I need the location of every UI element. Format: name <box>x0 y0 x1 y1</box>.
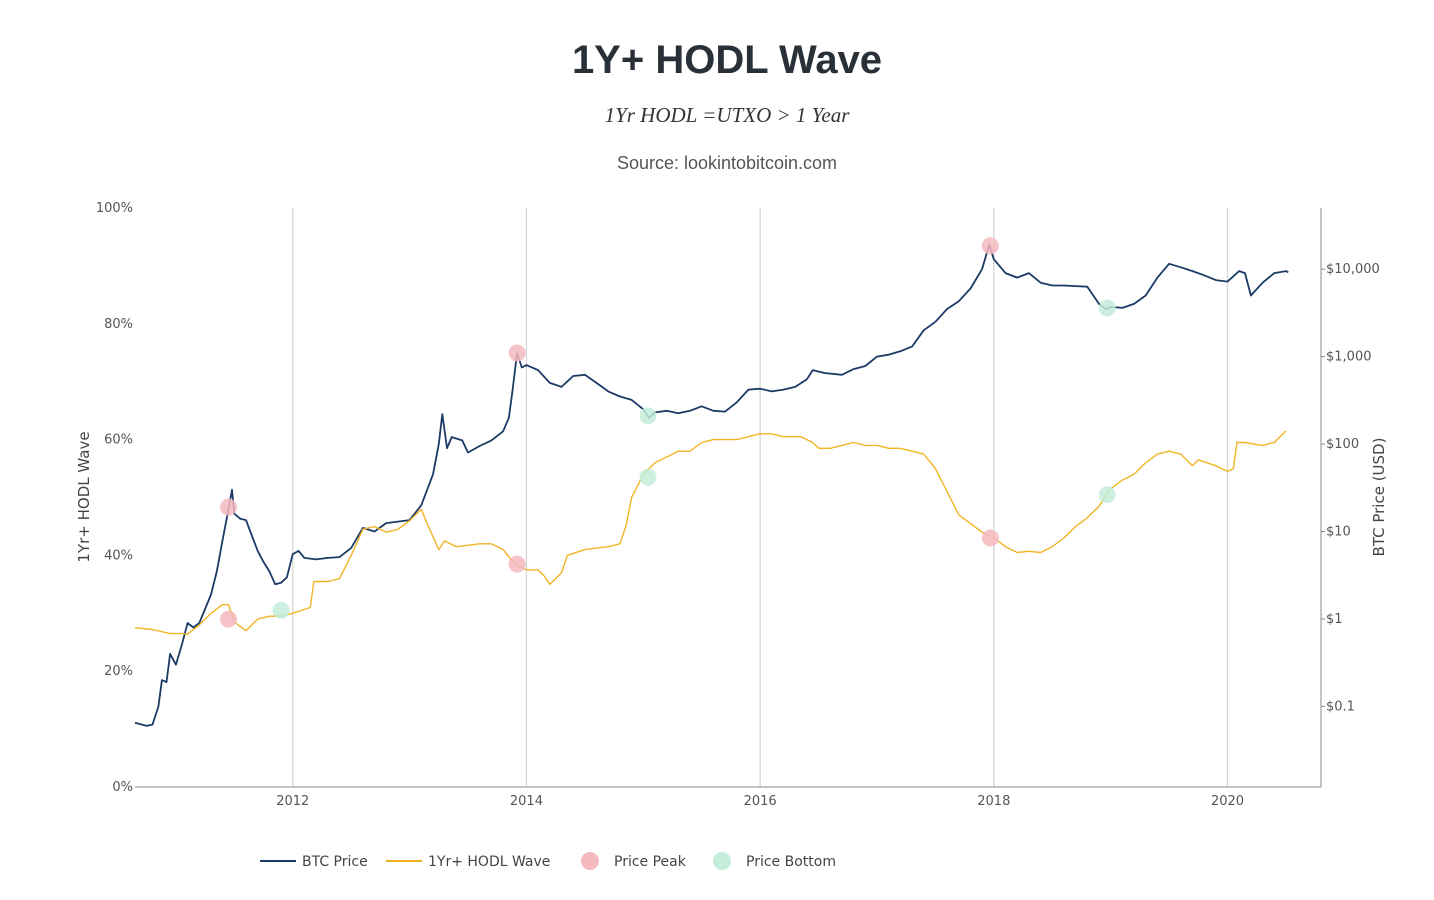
y-right-tick-label: $100 <box>1326 437 1359 452</box>
price-peak-marker[interactable] <box>981 529 999 547</box>
price-bottom-marker[interactable] <box>639 468 657 486</box>
y-left-tick-label: 40% <box>104 548 133 563</box>
legend-label: BTC Price <box>302 854 368 870</box>
x-tick-label: 2020 <box>1211 794 1244 809</box>
legend-item[interactable]: BTC Price <box>260 854 368 870</box>
markers[interactable] <box>219 237 1116 628</box>
y-left-tick-label: 60% <box>104 433 133 448</box>
y-axis-left-title: 1Yr+ HODL Wave <box>75 431 93 562</box>
y-left-tick-label: 100% <box>96 201 133 216</box>
y-right-tick-label: $0.1 <box>1326 699 1355 714</box>
legend-label: Price Bottom <box>746 854 836 870</box>
legend-label: Price Peak <box>614 854 687 870</box>
price-peak-marker[interactable] <box>219 610 237 628</box>
legend[interactable]: BTC Price 1Yr+ HODL Wave Price Peak Price B… <box>260 852 836 870</box>
price-peak-marker[interactable] <box>219 498 237 516</box>
chart-source: Source: lookintobitcoin.com <box>617 153 837 173</box>
x-tick-label: 2016 <box>744 794 777 809</box>
legend-swatch <box>713 852 731 870</box>
y-left-tick-label: 20% <box>104 664 133 679</box>
x-tick-label: 2012 <box>276 794 309 809</box>
legend-item[interactable]: Price Peak <box>581 852 687 870</box>
y-right-tick-label: $1 <box>1326 612 1343 627</box>
y-left-tick-label: 0% <box>112 780 133 795</box>
y-right-tick-label: $1,000 <box>1326 350 1372 365</box>
chart-title: 1Y+ HODL Wave <box>572 38 882 82</box>
y-axis-right-title: BTC Price (USD) <box>1370 438 1388 557</box>
plot-area[interactable] <box>134 243 1289 727</box>
y-left-tick-label: 80% <box>104 317 133 332</box>
price-peak-marker[interactable] <box>981 237 999 255</box>
price-bottom-marker[interactable] <box>272 601 290 619</box>
chart-subtitle: 1Yr HODL =UTXO > 1 Year <box>605 103 851 127</box>
legend-item[interactable]: 1Yr+ HODL Wave <box>386 854 550 870</box>
price-bottom-marker[interactable] <box>639 407 657 425</box>
price-bottom-marker[interactable] <box>1098 486 1116 504</box>
legend-item[interactable]: Price Bottom <box>713 852 836 870</box>
legend-label: 1Yr+ HODL Wave <box>428 854 550 870</box>
price-peak-marker[interactable] <box>508 344 526 362</box>
y-right-tick-label: $10,000 <box>1326 262 1380 277</box>
grid-lines <box>292 208 1229 787</box>
x-tick-label: 2018 <box>977 794 1010 809</box>
y-right-tick-label: $10 <box>1326 525 1351 540</box>
axes: 2012 2014 2016 2018 2020 0% 20% 40% 60% 80% 100% $0… <box>96 201 1380 809</box>
btc-price-line[interactable] <box>134 243 1289 727</box>
price-bottom-marker[interactable] <box>1098 299 1116 317</box>
legend-swatch <box>581 852 599 870</box>
price-peak-marker[interactable] <box>508 555 526 573</box>
hodl-wave-line[interactable] <box>134 430 1287 635</box>
x-tick-label: 2014 <box>510 794 543 809</box>
